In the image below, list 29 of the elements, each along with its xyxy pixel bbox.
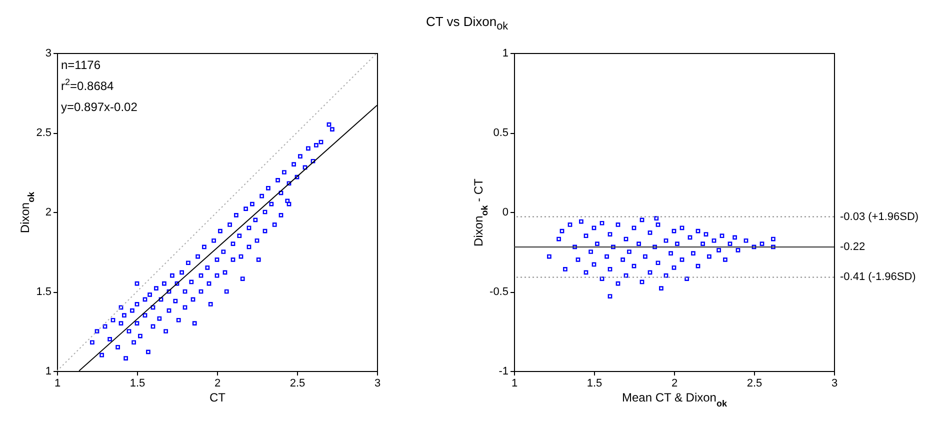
y-tick-label: -0.5 <box>490 286 508 298</box>
annotation: n=1176 <box>61 58 101 72</box>
y-tick-label: 1 <box>45 366 52 378</box>
annotation: y=0.897x-0.02 <box>61 100 138 114</box>
y-tick-label: 0.5 <box>493 127 508 139</box>
y-tick-label: 1.5 <box>36 286 52 298</box>
x-tick-label: 1 <box>511 378 518 390</box>
chart-title: CT vs Dixon$_{ok}$ <box>425 13 509 35</box>
x-tick-label: 3 <box>831 378 838 390</box>
annotation: r$^{2}$=0.8684 <box>61 77 114 93</box>
ref-line-label: -0.03 (+1.96SD) <box>840 210 919 223</box>
x-tick-label: 2.5 <box>746 378 762 390</box>
y-tick-label: -1 <box>498 366 508 378</box>
y-tick-label: 3 <box>45 48 52 60</box>
x-tick-label: 1.5 <box>130 378 146 390</box>
x-tick-label: 1 <box>54 378 61 390</box>
y-tick-label: 2 <box>45 206 52 218</box>
x-tick-label: 2 <box>671 378 678 390</box>
x-tick-label: 2 <box>214 378 221 390</box>
x-tick-label: 3 <box>374 378 381 390</box>
y-tick-label: 0 <box>502 206 508 218</box>
x-axis-title: CT <box>210 390 226 404</box>
ref-line-label: -0.22 <box>840 240 866 253</box>
ref-line-label: -0.41 (-1.96SD) <box>840 271 916 284</box>
y-tick-label: 2.5 <box>36 127 52 139</box>
x-tick-label: 1.5 <box>586 378 602 390</box>
x-axis-title: Mean CT & Dixon$_{ok}$ <box>622 390 728 408</box>
x-tick-label: 2.5 <box>290 378 306 390</box>
y-tick-label: 1 <box>502 48 508 60</box>
